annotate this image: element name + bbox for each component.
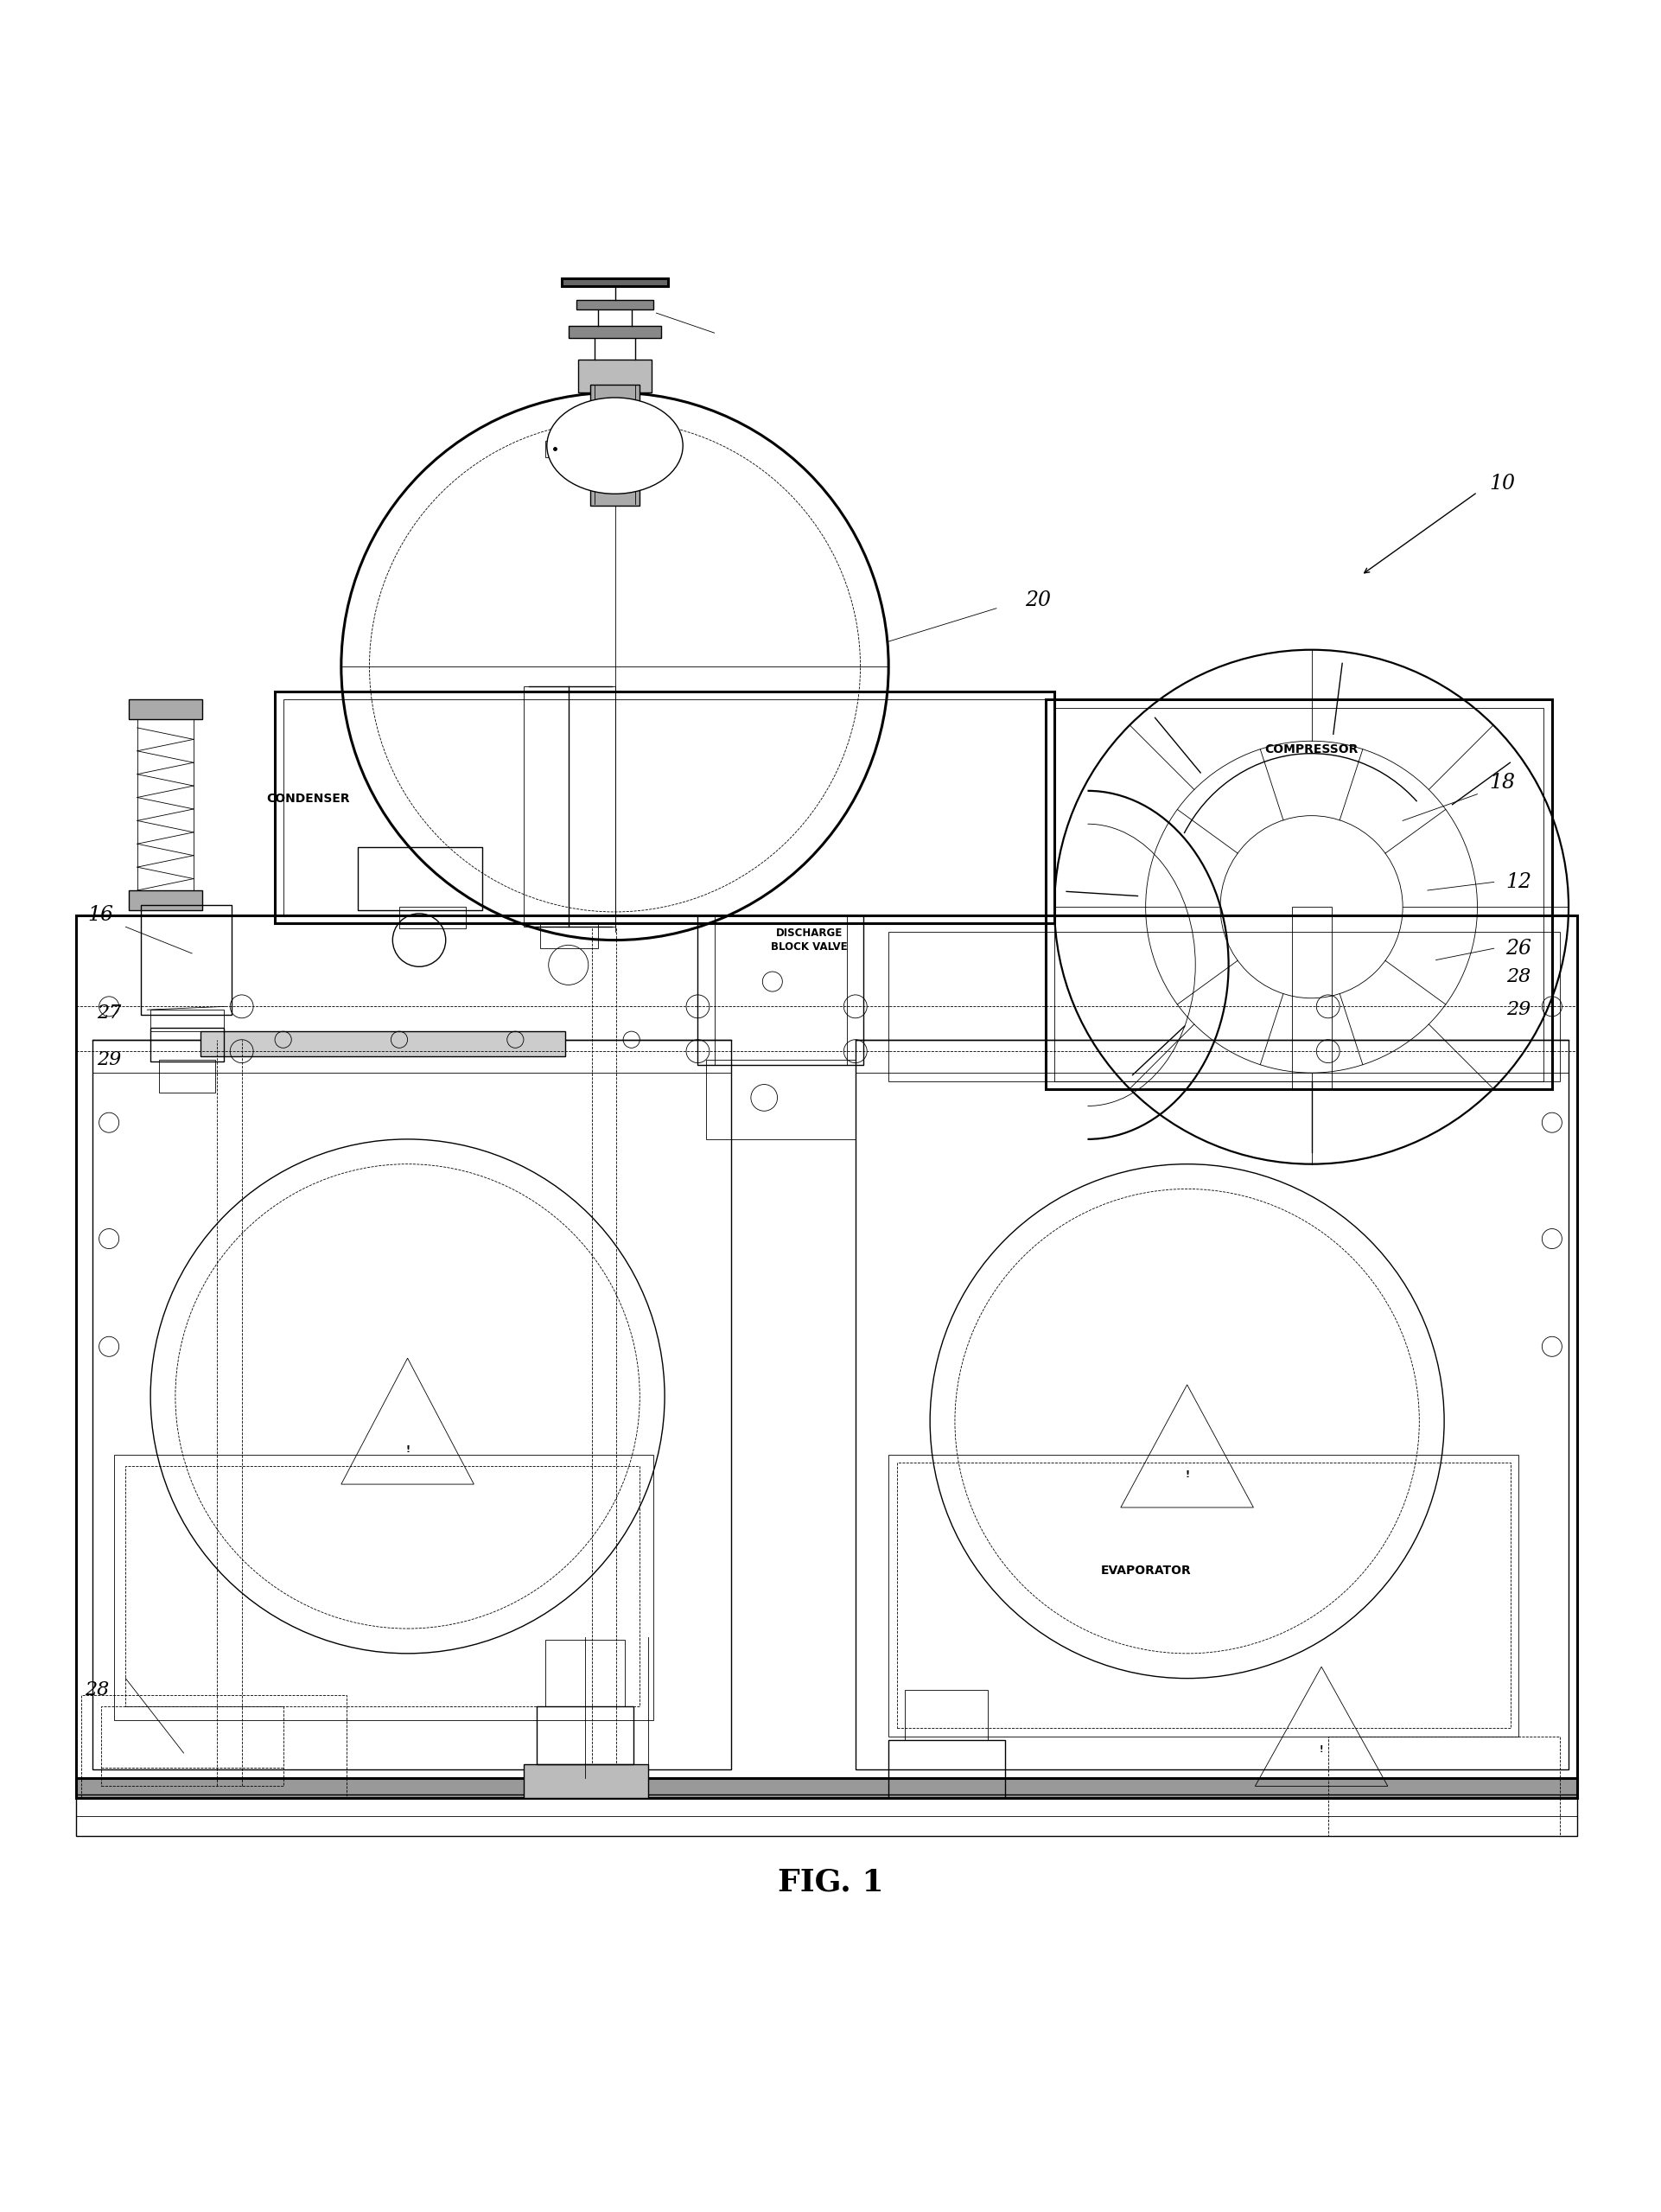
Bar: [590, 385, 639, 400]
Bar: [159, 1060, 216, 1093]
Bar: [76, 1778, 1576, 1798]
Text: 18: 18: [1490, 772, 1515, 792]
Text: 29: 29: [1507, 1000, 1531, 1020]
Text: !: !: [405, 1444, 410, 1453]
Bar: [1329, 1736, 1560, 1836]
Bar: [130, 699, 203, 719]
Bar: [889, 1453, 1518, 1736]
Bar: [590, 489, 639, 507]
Bar: [130, 891, 203, 911]
Text: 20: 20: [1025, 591, 1051, 611]
Bar: [1055, 708, 1543, 1082]
Bar: [1046, 699, 1551, 1091]
Bar: [568, 327, 661, 338]
Bar: [76, 916, 1576, 1785]
Text: EVAPORATOR: EVAPORATOR: [1100, 1564, 1191, 1577]
Text: 16: 16: [88, 905, 113, 925]
Bar: [540, 925, 598, 949]
Text: COMPRESSOR: COMPRESSOR: [1264, 743, 1359, 754]
Bar: [151, 1029, 224, 1062]
Bar: [274, 692, 1055, 925]
Bar: [101, 1705, 282, 1785]
Text: FIG. 1: FIG. 1: [777, 1867, 884, 1898]
Bar: [561, 279, 668, 288]
Bar: [76, 1794, 1576, 1836]
Bar: [545, 440, 571, 458]
Bar: [201, 1031, 565, 1057]
Text: 28: 28: [1507, 967, 1531, 987]
Text: !: !: [1184, 1471, 1189, 1478]
Bar: [545, 1639, 625, 1705]
Bar: [93, 1040, 731, 1770]
Bar: [1292, 907, 1332, 1091]
Bar: [81, 1694, 345, 1798]
Ellipse shape: [546, 398, 683, 493]
Bar: [138, 712, 194, 905]
Text: 10: 10: [1490, 473, 1515, 493]
Bar: [151, 1011, 224, 1031]
Bar: [578, 361, 651, 394]
Bar: [698, 916, 864, 1064]
Text: CONDENSER: CONDENSER: [266, 794, 350, 805]
Bar: [855, 1040, 1568, 1770]
Bar: [523, 1765, 648, 1798]
Text: DISCHARGE
BLOCK VALVE: DISCHARGE BLOCK VALVE: [771, 927, 847, 953]
Bar: [141, 905, 233, 1015]
Text: !: !: [1319, 1745, 1324, 1754]
Bar: [889, 931, 1560, 1082]
Bar: [282, 699, 1046, 916]
Bar: [706, 1060, 855, 1139]
Bar: [399, 907, 465, 929]
Bar: [523, 686, 615, 927]
Text: 28: 28: [85, 1681, 110, 1699]
Bar: [357, 847, 482, 911]
Bar: [537, 1705, 633, 1765]
Text: 26: 26: [1507, 938, 1531, 958]
Text: 27: 27: [96, 1004, 121, 1022]
Bar: [897, 1462, 1510, 1728]
Text: 12: 12: [1507, 872, 1531, 891]
Bar: [905, 1690, 988, 1739]
Bar: [115, 1453, 653, 1719]
Text: 29: 29: [96, 1051, 121, 1068]
Bar: [889, 1739, 1005, 1798]
Bar: [576, 301, 653, 310]
Bar: [126, 1467, 639, 1705]
